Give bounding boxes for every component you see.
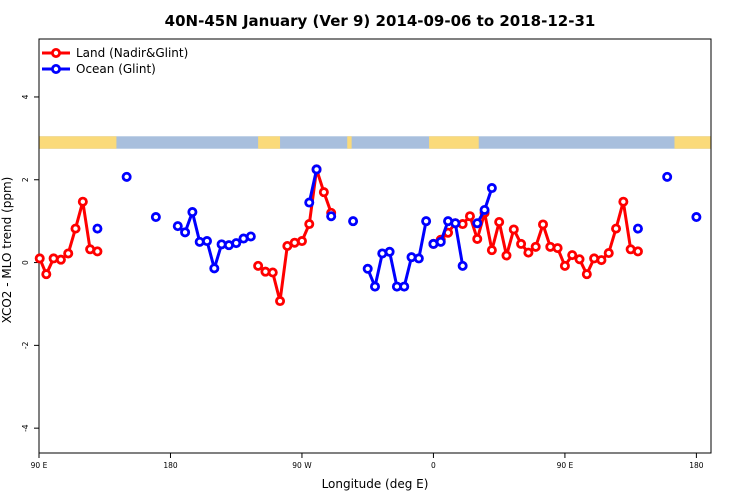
- x-axis: 90 E 180 90 W 0 90 E 180: [31, 453, 704, 470]
- data-point: [362, 263, 373, 274]
- data-point: [318, 187, 329, 198]
- data-point: [187, 207, 198, 218]
- y-axis-label: XCO2 - MLO trend (ppm): [0, 177, 14, 324]
- data-point: [55, 254, 66, 265]
- data-point: [231, 238, 242, 249]
- x-tick-label: 180: [163, 461, 178, 470]
- data-point: [180, 227, 191, 238]
- y-tick-label: 0: [21, 260, 30, 265]
- y-tick-label: 4: [21, 94, 30, 99]
- data-point: [508, 224, 519, 235]
- data-point: [311, 164, 322, 175]
- data-point: [618, 196, 629, 207]
- data-point: [538, 219, 549, 230]
- x-tick-label: 90 E: [557, 461, 574, 470]
- land-band-segment: [39, 136, 117, 149]
- data-point: [421, 216, 432, 227]
- legend-marker: [51, 64, 62, 75]
- y-tick-label: 2: [21, 177, 30, 182]
- data-point: [611, 223, 622, 234]
- ocean-band: [39, 136, 711, 149]
- data-point: [457, 260, 468, 271]
- data-point: [92, 223, 103, 234]
- data-point: [384, 246, 395, 257]
- chart-title: 40N-45N January (Ver 9) 2014-09-06 to 20…: [165, 12, 596, 30]
- data-point: [399, 281, 410, 292]
- data-point: [413, 253, 424, 264]
- data-point: [77, 196, 88, 207]
- data-point: [472, 233, 483, 244]
- data-point: [304, 219, 315, 230]
- data-point: [559, 260, 570, 271]
- data-point: [92, 246, 103, 257]
- data-point: [632, 246, 643, 257]
- data-point: [296, 236, 307, 247]
- data-point: [209, 263, 220, 274]
- x-tick-label: 180: [689, 461, 704, 470]
- x-tick-label: 90 W: [292, 461, 312, 470]
- y-tick-label: -2: [21, 341, 30, 349]
- data-point: [552, 243, 563, 254]
- legend-label: Land (Nadir&Glint): [76, 46, 188, 60]
- data-point: [275, 296, 286, 307]
- data-point: [494, 216, 505, 227]
- legend-label: Ocean (Glint): [76, 62, 156, 76]
- series-line: [38, 200, 98, 276]
- data-point: [596, 255, 607, 266]
- data-point: [435, 236, 446, 247]
- data-point: [691, 212, 702, 223]
- legend-marker: [51, 48, 62, 59]
- data-point: [574, 254, 585, 265]
- land-band-segment: [429, 136, 479, 149]
- data-point: [479, 204, 490, 215]
- x-tick-label: 90 E: [31, 461, 48, 470]
- data-point: [486, 245, 497, 256]
- data-point: [150, 212, 161, 223]
- data-point: [63, 248, 74, 259]
- data-point: [464, 211, 475, 222]
- data-point: [530, 241, 541, 252]
- data-point: [201, 236, 212, 247]
- data-point: [253, 260, 264, 271]
- data-point: [450, 218, 461, 229]
- data-point: [662, 171, 673, 182]
- data-point: [70, 223, 81, 234]
- series-layer: [34, 164, 702, 307]
- series-ocean-glint-: [92, 164, 702, 292]
- y-axis: -4 -2 0 2 4: [21, 94, 39, 432]
- data-point: [172, 221, 183, 232]
- plot-frame: [38, 38, 712, 454]
- series-line: [307, 169, 319, 203]
- y-tick-label: -4: [21, 424, 30, 432]
- data-point: [472, 218, 483, 229]
- x-tick-label: 0: [431, 461, 436, 470]
- data-point: [34, 253, 45, 264]
- land-band-segment: [258, 136, 281, 149]
- land-ocean-band: [39, 136, 711, 149]
- data-point: [603, 248, 614, 259]
- data-point: [632, 223, 643, 234]
- data-point: [41, 269, 52, 280]
- land-band-segment: [674, 136, 711, 149]
- data-point: [267, 267, 278, 278]
- data-point: [348, 216, 359, 227]
- data-point: [486, 183, 497, 194]
- data-point: [245, 231, 256, 242]
- data-point: [326, 211, 337, 222]
- legend: Land (Nadir&Glint) Ocean (Glint): [42, 46, 188, 76]
- x-axis-label: Longitude (deg E): [322, 477, 429, 491]
- data-point: [567, 250, 578, 261]
- data-point: [581, 269, 592, 280]
- series-land-nadir-glint-: [34, 164, 643, 307]
- data-point: [516, 238, 527, 249]
- data-point: [369, 281, 380, 292]
- data-point: [523, 247, 534, 258]
- data-point: [501, 250, 512, 261]
- data-point: [304, 197, 315, 208]
- data-point: [121, 171, 132, 182]
- land-band-segment: [347, 136, 352, 149]
